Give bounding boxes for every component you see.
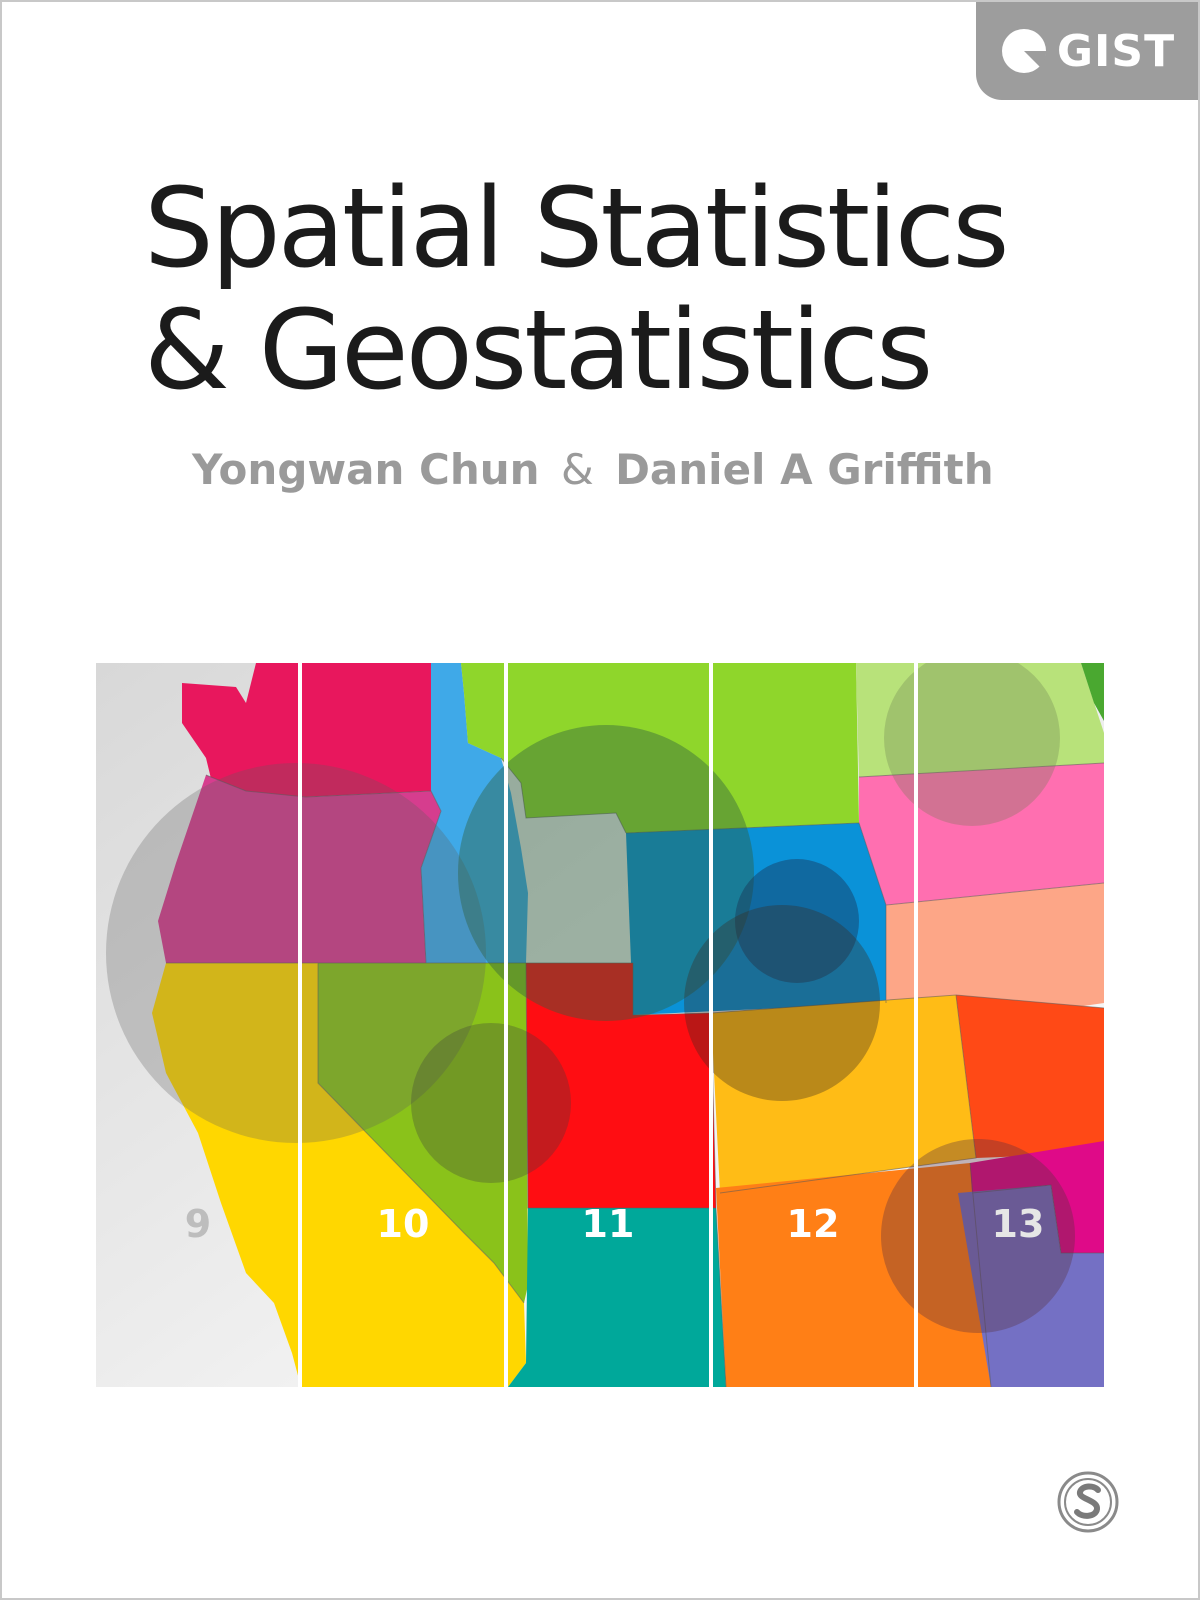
zone-label: 12 (787, 1202, 840, 1246)
state-washington (182, 663, 431, 797)
author-separator: & (560, 445, 594, 494)
state-idaho (421, 663, 528, 963)
author-line: Yongwan Chun & Daniel A Griffith (192, 442, 1092, 498)
state-arizona (508, 1208, 726, 1387)
state-colorado (711, 995, 976, 1193)
state-minnesota (1081, 663, 1104, 721)
zone-label: 11 (582, 1202, 635, 1246)
state-new-mexico (716, 1163, 991, 1387)
western-us-states-map-icon: 9 10 11 12 13 (96, 663, 1104, 1387)
series-name: GIST (1056, 25, 1176, 77)
cluster-circles (106, 663, 1075, 1333)
book-title: Spatial Statistics & Geostatistics (144, 167, 1184, 411)
gist-logo-icon (1001, 29, 1046, 73)
book-title-line-1: Spatial Statistics (144, 164, 1010, 292)
state-montana (461, 663, 859, 833)
state-wyoming (626, 823, 886, 1015)
state-nevada (318, 963, 528, 1303)
zone-label: 9 (185, 1202, 211, 1246)
state-nebraska (886, 883, 1104, 1023)
state-texas (958, 1185, 1104, 1387)
state-utah (526, 963, 716, 1208)
sage-logo-icon (1056, 1460, 1120, 1544)
zone-label: 10 (377, 1202, 430, 1246)
state-south-dakota (859, 763, 1104, 905)
cover-map-illustration: 9 10 11 12 13 (96, 663, 1104, 1387)
state-oklahoma (970, 1141, 1104, 1253)
author-name: Daniel A Griffith (615, 445, 994, 494)
state-kansas (956, 995, 1104, 1158)
zone-dividers (298, 663, 918, 1387)
state-california (152, 963, 526, 1387)
zone-label: 13 (992, 1202, 1045, 1246)
state-borders (166, 757, 1104, 1387)
book-title-line-2: & Geostatistics (144, 286, 933, 414)
author-name: Yongwan Chun (192, 445, 540, 494)
series-badge: GIST (976, 2, 1198, 100)
